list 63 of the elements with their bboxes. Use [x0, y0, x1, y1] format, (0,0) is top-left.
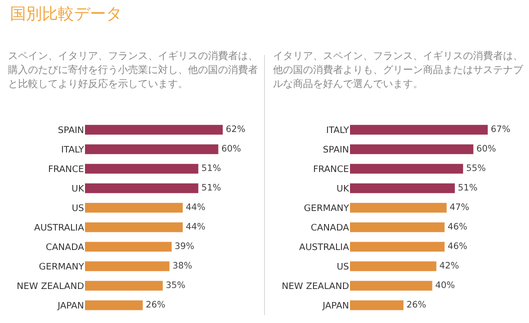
data-label: 26% — [406, 300, 426, 310]
y-tick-label: ITALY — [61, 145, 84, 156]
y-tick-label: NEW ZEALAND — [282, 282, 350, 292]
chart-subtitle: イタリア、スペイン、フランス、イギリスの消費者は、他の国の消費者よりも、グリーン商品またはサステナブルな商品を好んで選んでいます。 — [273, 50, 524, 92]
data-label: 60% — [221, 144, 242, 154]
bar — [350, 124, 488, 135]
y-tick-label: SPAIN — [58, 126, 84, 136]
y-tick-label: FRANCE — [313, 164, 350, 175]
bar — [85, 183, 198, 194]
data-label: 44% — [186, 222, 206, 232]
y-tick-label: JAPAN — [322, 301, 349, 312]
bar — [85, 280, 163, 291]
y-tick-label: NEW ZEALAND — [16, 282, 84, 292]
data-label: 62% — [226, 124, 246, 135]
y-tick-label: GERMANY — [304, 204, 350, 214]
chart-subtitle: スペイン、イタリア、フランス、イギリスの消費者は、購入のたびに寄付を行う小売業に対し、他の国の消費者と比較してより好反応を示しています。 — [8, 50, 259, 92]
bar — [85, 144, 218, 154]
bar — [350, 242, 445, 252]
data-label: 44% — [186, 202, 206, 213]
data-label: 67% — [490, 124, 510, 135]
data-label: 47% — [450, 202, 470, 213]
y-tick-label: UK — [72, 184, 86, 194]
y-tick-label: GERMANY — [38, 262, 84, 272]
bar — [350, 144, 474, 154]
bar — [85, 124, 223, 135]
data-label: 26% — [146, 300, 166, 310]
data-label: 39% — [174, 242, 194, 252]
chart-title: 国別比較データ — [10, 4, 122, 25]
data-label: 38% — [172, 261, 192, 272]
y-tick-label: SPAIN — [322, 145, 349, 156]
bar — [350, 183, 455, 194]
y-tick-label: UK — [336, 184, 350, 194]
bar — [350, 261, 436, 272]
y-tick-label: AUSTRALIA — [34, 223, 85, 234]
y-tick-label: US — [336, 262, 350, 272]
y-tick-label: CANADA — [310, 223, 350, 234]
y-tick-label: ITALY — [326, 126, 350, 136]
data-label: 55% — [466, 164, 486, 174]
bar — [85, 300, 143, 310]
y-tick-label: JAPAN — [56, 301, 84, 312]
data-label: 51% — [458, 183, 478, 194]
data-label: 51% — [201, 164, 222, 174]
bar — [350, 164, 464, 174]
bar — [85, 164, 198, 174]
data-label: 35% — [166, 280, 186, 291]
data-label: 46% — [448, 242, 468, 252]
bar — [350, 222, 445, 232]
bar — [350, 202, 447, 213]
y-tick-label: US — [72, 204, 84, 214]
bar — [350, 280, 432, 291]
data-label: 51% — [201, 183, 222, 194]
data-label: 60% — [476, 144, 496, 154]
bar — [85, 261, 170, 272]
bar — [85, 202, 183, 213]
bar — [85, 222, 183, 232]
y-tick-label: CANADA — [46, 242, 85, 253]
data-label: 40% — [435, 280, 455, 291]
bar — [85, 242, 172, 252]
bar — [350, 300, 404, 310]
y-tick-label: FRANCE — [48, 164, 84, 175]
y-tick-label: AUSTRALIA — [299, 242, 350, 253]
data-label: 42% — [439, 261, 460, 272]
data-label: 46% — [448, 222, 468, 232]
